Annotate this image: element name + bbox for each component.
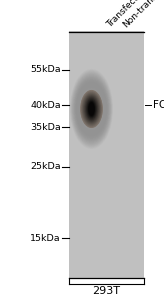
Ellipse shape (77, 82, 106, 136)
Ellipse shape (88, 102, 95, 116)
Ellipse shape (88, 101, 95, 117)
Ellipse shape (82, 93, 101, 125)
Ellipse shape (83, 94, 100, 124)
Ellipse shape (79, 88, 104, 130)
Text: 293T: 293T (93, 286, 121, 296)
Text: Non-transfected: Non-transfected (121, 0, 164, 29)
Ellipse shape (85, 97, 98, 122)
Ellipse shape (71, 71, 112, 146)
Ellipse shape (82, 92, 101, 126)
Ellipse shape (88, 101, 95, 117)
Ellipse shape (76, 82, 107, 136)
Ellipse shape (86, 99, 97, 119)
Ellipse shape (75, 80, 108, 138)
Text: 25kDa: 25kDa (30, 162, 61, 171)
Ellipse shape (72, 74, 111, 144)
Ellipse shape (82, 92, 101, 125)
Ellipse shape (83, 94, 100, 124)
Ellipse shape (81, 91, 102, 128)
Ellipse shape (86, 98, 97, 120)
Text: 35kDa: 35kDa (30, 123, 61, 132)
Ellipse shape (85, 97, 98, 121)
Ellipse shape (87, 100, 96, 118)
Text: FCAR: FCAR (153, 100, 164, 110)
Ellipse shape (87, 100, 96, 118)
Ellipse shape (84, 95, 99, 123)
Ellipse shape (89, 102, 94, 116)
Ellipse shape (74, 78, 109, 140)
Ellipse shape (80, 90, 103, 128)
Ellipse shape (87, 100, 96, 118)
Ellipse shape (79, 87, 104, 130)
Ellipse shape (86, 98, 97, 120)
Text: 15kDa: 15kDa (30, 234, 61, 243)
Bar (69, 32, 144, 278)
Ellipse shape (85, 96, 98, 122)
Ellipse shape (84, 96, 99, 122)
Ellipse shape (74, 76, 109, 142)
Ellipse shape (86, 99, 97, 119)
Ellipse shape (88, 102, 95, 116)
Ellipse shape (78, 85, 105, 133)
Ellipse shape (72, 73, 111, 145)
Ellipse shape (72, 72, 111, 146)
Ellipse shape (88, 101, 95, 117)
Ellipse shape (87, 100, 96, 118)
Ellipse shape (81, 92, 102, 127)
Ellipse shape (80, 90, 103, 128)
Text: 40kDa: 40kDa (30, 101, 61, 110)
Ellipse shape (78, 86, 105, 132)
Text: Transfected: Transfected (105, 0, 149, 29)
Ellipse shape (77, 84, 106, 134)
Ellipse shape (73, 76, 110, 142)
Ellipse shape (81, 91, 102, 127)
Ellipse shape (76, 81, 107, 137)
Text: 55kDa: 55kDa (30, 65, 61, 74)
Ellipse shape (85, 97, 98, 121)
Ellipse shape (84, 96, 99, 122)
Ellipse shape (83, 95, 100, 123)
Ellipse shape (73, 75, 110, 143)
Ellipse shape (84, 95, 99, 123)
Ellipse shape (83, 93, 100, 124)
Ellipse shape (81, 91, 102, 127)
Ellipse shape (79, 87, 104, 131)
Ellipse shape (85, 98, 98, 120)
Ellipse shape (71, 70, 112, 147)
Ellipse shape (82, 92, 102, 126)
Ellipse shape (70, 70, 113, 148)
Ellipse shape (75, 79, 108, 139)
Ellipse shape (77, 83, 106, 135)
Ellipse shape (83, 94, 100, 124)
Ellipse shape (86, 98, 97, 119)
Ellipse shape (80, 89, 103, 129)
Ellipse shape (82, 93, 101, 125)
Ellipse shape (74, 77, 109, 141)
